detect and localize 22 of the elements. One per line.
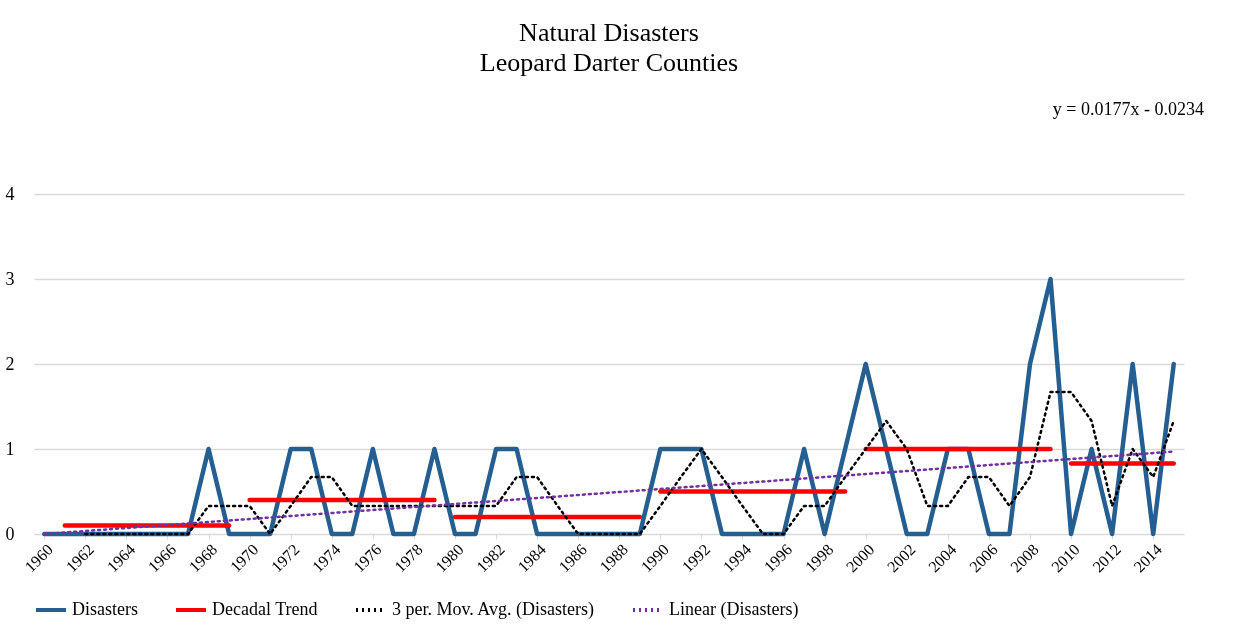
legend-label: Linear (Disasters) bbox=[669, 599, 799, 620]
y-tick-label: 4 bbox=[5, 183, 15, 204]
chart-title: Natural Disasters bbox=[519, 18, 699, 47]
x-tick-label: 1980 bbox=[432, 540, 467, 576]
y-tick-label: 1 bbox=[5, 438, 15, 459]
y-tick-label: 0 bbox=[5, 523, 15, 544]
line-series bbox=[84, 390, 1175, 536]
x-tick-label: 1972 bbox=[267, 540, 303, 576]
legend-label: Decadal Trend bbox=[212, 599, 318, 619]
y-tick-label: 2 bbox=[5, 353, 15, 374]
x-tick-label: 1962 bbox=[62, 540, 98, 576]
legend-label: 3 per. Mov. Avg. (Disasters) bbox=[392, 599, 594, 620]
y-tick-label: 3 bbox=[5, 268, 15, 289]
chart-subtitle: Leopard Darter Counties bbox=[479, 48, 739, 77]
text: y = 0.0177x - 0.0234 bbox=[1052, 99, 1204, 119]
x-tick-label: 1992 bbox=[678, 540, 714, 576]
x-tick-label: 1982 bbox=[473, 540, 508, 576]
x-tick-label: 1960 bbox=[21, 540, 57, 576]
legend-label: Disasters bbox=[72, 599, 138, 619]
x-tick-label: 1990 bbox=[637, 540, 673, 576]
line-series bbox=[42, 276, 1176, 537]
x-tick-label: 1970 bbox=[226, 540, 262, 576]
